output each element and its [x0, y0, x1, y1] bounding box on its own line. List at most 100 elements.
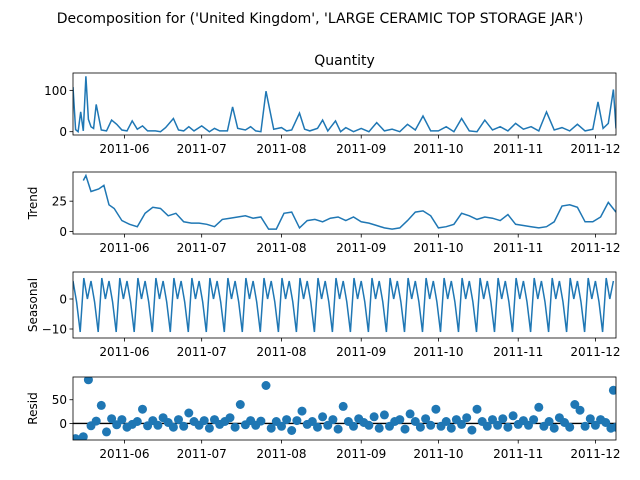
resid-point [585, 414, 595, 424]
resid-point [138, 404, 147, 414]
resid-point [575, 405, 585, 415]
x-tick-label: 2011-06 [99, 241, 149, 255]
resid-point [256, 416, 266, 426]
resid-point [431, 404, 441, 414]
resid-point [78, 432, 88, 440]
x-tick-label: 2011-08 [256, 345, 306, 359]
resid-point [369, 412, 379, 422]
x-tick-label: 2011-09 [336, 345, 386, 359]
resid-point [529, 415, 539, 425]
y-tick-label: 0 [59, 225, 67, 239]
resid-point [204, 423, 214, 433]
resid-point [508, 411, 518, 421]
resid-point [266, 423, 276, 433]
series-line [73, 76, 616, 134]
resid-point [549, 423, 559, 433]
x-tick-label: 2011-10 [413, 142, 463, 156]
x-tick-label: 2011-11 [493, 345, 543, 359]
subplot-title: Quantity [314, 53, 375, 69]
x-tick-label: 2011-08 [256, 142, 306, 156]
y-axis-label: Seasonal [26, 278, 40, 332]
x-tick-label: 2011-09 [336, 447, 386, 461]
resid-point [446, 423, 456, 433]
x-tick-label: 2011-12 [570, 142, 620, 156]
resid-point [313, 422, 322, 432]
y-tick-label: 0 [59, 125, 67, 139]
resid-point [421, 414, 431, 424]
x-tick-label: 2011-11 [493, 447, 543, 461]
x-tick-label: 2011-10 [413, 241, 463, 255]
resid-point [338, 401, 348, 411]
x-tick-label: 2011-12 [570, 447, 620, 461]
x-tick-label: 2011-07 [177, 241, 227, 255]
resid-point [132, 417, 142, 426]
resid-point [73, 434, 81, 440]
resid-point [570, 400, 580, 409]
x-tick-label: 2011-06 [99, 142, 149, 156]
x-tick-label: 2011-12 [570, 345, 620, 359]
resid-point [462, 413, 472, 423]
resid-point [565, 422, 575, 432]
resid-point [493, 420, 503, 430]
plot-area [73, 277, 615, 333]
resid-point [117, 415, 127, 425]
axes-frame [72, 376, 617, 441]
resid-point [328, 415, 338, 425]
figure-suptitle: Decomposition for ('United Kingdom', 'LA… [57, 11, 584, 27]
resid-point [441, 417, 451, 426]
resid-point [426, 420, 436, 430]
subplot-2: 0 25 2011-06 2011-07 2011-08 2011-09 2011-10 20… [26, 171, 620, 255]
series-line [82, 173, 616, 230]
y-tick-label: −10 [42, 323, 67, 337]
resid-point [601, 418, 611, 427]
y-axis-label: Resid [26, 392, 40, 424]
resid-point [297, 406, 307, 416]
resid-point [179, 421, 189, 431]
resid-point [287, 426, 297, 435]
resid-point [482, 421, 492, 431]
resid-point [590, 420, 600, 430]
x-tick-label: 2011-08 [256, 241, 306, 255]
resid-point [282, 415, 292, 425]
resid-point [498, 414, 508, 424]
resid-point [544, 417, 554, 426]
resid-point [503, 422, 513, 432]
resid-point [102, 427, 111, 437]
x-tick-label: 2011-07 [177, 345, 227, 359]
x-tick-label: 2011-07 [177, 142, 227, 156]
y-tick-label: 25 [52, 195, 67, 209]
x-tick-label: 2011-11 [493, 142, 543, 156]
x-tick-label: 2011-09 [336, 142, 386, 156]
resid-point [83, 377, 93, 385]
axes-frame [72, 171, 617, 235]
subplot-3: −10 0 2011-06 2011-07 2011-08 2011-09 2011-10 2… [26, 271, 620, 359]
resid-point [225, 413, 235, 423]
resid-point [608, 385, 616, 395]
resid-point [364, 420, 374, 430]
resid-point [107, 414, 117, 424]
x-tick-label: 2011-08 [256, 447, 306, 461]
resid-point [184, 408, 194, 418]
resid-point [400, 424, 410, 434]
resid-point [349, 421, 358, 431]
plot-area [73, 377, 616, 440]
resid-point [261, 381, 271, 390]
resid-point [277, 421, 286, 431]
subplot-4: 0 50 2011-06 2011-07 2011-08 2011-09 2011-10 20… [26, 376, 620, 461]
seasonal-line [73, 277, 615, 333]
resid-point [230, 422, 240, 432]
resid-point [96, 400, 106, 410]
resid-point [333, 424, 343, 434]
resid-point [91, 416, 101, 426]
axes-frame [72, 271, 617, 339]
resid-point [472, 404, 482, 414]
resid-point [534, 402, 544, 412]
resid-point [153, 420, 163, 430]
resid-point [292, 416, 302, 426]
plot-area [73, 76, 616, 134]
resid-point [415, 422, 425, 432]
axes-frame [72, 72, 617, 136]
resid-point [405, 409, 415, 419]
y-tick-label: 50 [52, 393, 67, 407]
